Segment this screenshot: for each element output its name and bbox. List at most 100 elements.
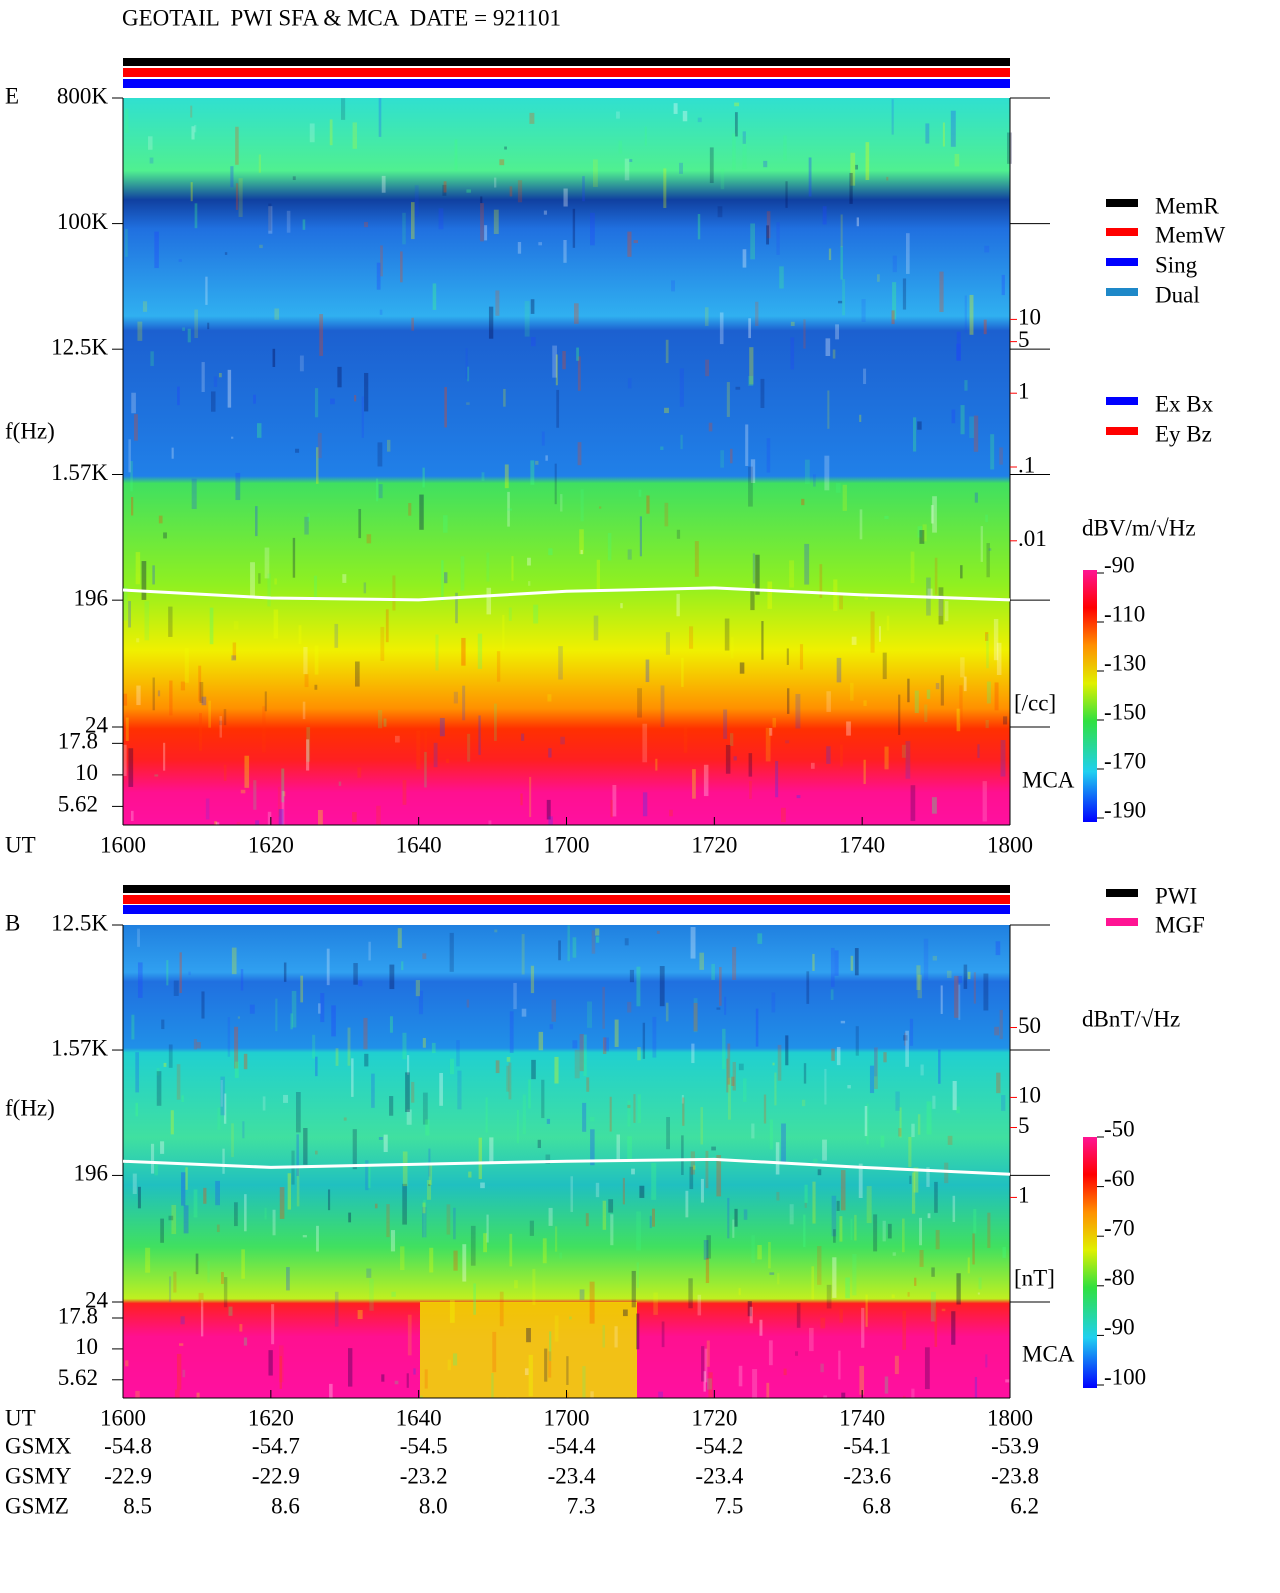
texture-stripe [416, 730, 421, 770]
texture-stripe [538, 242, 543, 246]
texture-stripe [170, 1110, 174, 1135]
texture-stripe [902, 278, 907, 310]
texture-stripe [994, 1026, 1000, 1036]
texture-stripe [589, 1116, 595, 1122]
texture-stripe [150, 1143, 155, 1174]
texture-stripe [679, 368, 684, 407]
texture-stripe [749, 347, 754, 385]
texture-stripe [559, 1252, 563, 1259]
texture-stripe [688, 626, 694, 649]
texture-stripe [886, 176, 889, 181]
texture-stripe [960, 565, 963, 579]
legend-swatch [1106, 288, 1138, 296]
colorbar-tick-label: -170 [1104, 748, 1146, 773]
texture-stripe [183, 1205, 189, 1234]
texture-stripe [796, 795, 801, 799]
texture-stripe [748, 753, 753, 777]
texture-stripe [193, 124, 197, 133]
texture-stripe [548, 548, 553, 556]
x-tick-label: 1740 [839, 832, 885, 857]
texture-stripe [415, 980, 420, 997]
texture-stripe [706, 1340, 710, 1367]
texture-stripe [161, 1019, 165, 1030]
texture-stripe [669, 809, 673, 817]
texture-stripe [443, 181, 447, 193]
texture-stripe [911, 1388, 915, 1398]
texture-stripe [168, 1044, 173, 1068]
texture-stripe [428, 1163, 433, 1185]
texture-stripe [366, 534, 372, 544]
texture-stripe [909, 1018, 914, 1046]
texture-stripe [679, 162, 683, 174]
texture-stripe [286, 1267, 290, 1291]
texture-stripe [735, 386, 741, 390]
texture-stripe [631, 1270, 636, 1308]
texture-stripe [887, 1223, 892, 1239]
texture-stripe [835, 324, 840, 340]
texture-stripe [244, 755, 250, 788]
texture-stripe [424, 731, 427, 751]
mca-tick-label: 10 [75, 760, 98, 785]
texture-stripe [789, 1204, 794, 1225]
texture-stripe [1003, 716, 1008, 725]
texture-stripe [460, 556, 465, 591]
texture-stripe [910, 551, 915, 584]
texture-stripe [733, 756, 737, 761]
texture-stripe [959, 685, 963, 724]
texture-stripe [466, 402, 470, 405]
texture-stripe [973, 415, 979, 452]
texture-stripe [941, 1308, 946, 1312]
texture-stripe [378, 484, 383, 499]
texture-stripe [638, 489, 642, 497]
texture-stripe [302, 219, 306, 230]
texture-stripe [587, 1001, 592, 1028]
texture-stripe [337, 366, 342, 388]
texture-stripe [722, 1028, 726, 1070]
texture-stripe [154, 774, 159, 777]
texture-stripe [846, 721, 851, 736]
texture-stripe [123, 586, 128, 621]
texture-stripe [209, 607, 214, 645]
texture-stripe [224, 252, 228, 255]
x-tick-label: 1620 [248, 1405, 294, 1430]
texture-stripe [817, 1246, 822, 1285]
texture-stripe [602, 1325, 606, 1348]
texture-stripe [946, 970, 952, 978]
texture-stripe [874, 1048, 878, 1077]
texture-stripe [940, 985, 943, 1014]
texture-stripe [755, 1008, 759, 1047]
texture-stripe [182, 1369, 186, 1378]
colorbar [1083, 1137, 1097, 1388]
texture-stripe [287, 1173, 292, 1210]
texture-stripe [444, 387, 447, 428]
texture-stripe [418, 990, 424, 1015]
texture-stripe [841, 1392, 846, 1398]
texture-stripe [984, 245, 990, 253]
texture-stripe [255, 506, 258, 537]
x-tick-label: 1640 [396, 832, 442, 857]
y-tick-label: 100K [57, 209, 109, 234]
texture-stripe [131, 497, 134, 516]
texture-stripe [517, 180, 523, 203]
texture-stripe [467, 366, 470, 382]
texture-stripe [199, 682, 204, 704]
x-tick-label: 1800 [987, 1405, 1033, 1430]
orbit-value: -54.4 [548, 1433, 596, 1458]
texture-stripe [485, 1097, 488, 1133]
texture-stripe [453, 1207, 456, 1240]
texture-stripe [352, 122, 357, 149]
orbit-value: -23.6 [843, 1463, 891, 1488]
legend-swatch [1106, 199, 1138, 207]
colorbar-tick-label: -90 [1104, 552, 1135, 577]
texture-stripe [389, 964, 395, 990]
texture-stripe [924, 704, 928, 723]
texture-stripe [665, 632, 670, 655]
texture-stripe [391, 1291, 396, 1297]
texture-stripe [215, 1180, 220, 1206]
texture-stripe [803, 1063, 807, 1084]
texture-stripe [850, 682, 854, 701]
texture-stripe [542, 1238, 547, 1264]
texture-stripe [453, 1250, 458, 1271]
texture-stripe [315, 447, 319, 484]
texture-stripe [292, 537, 296, 578]
